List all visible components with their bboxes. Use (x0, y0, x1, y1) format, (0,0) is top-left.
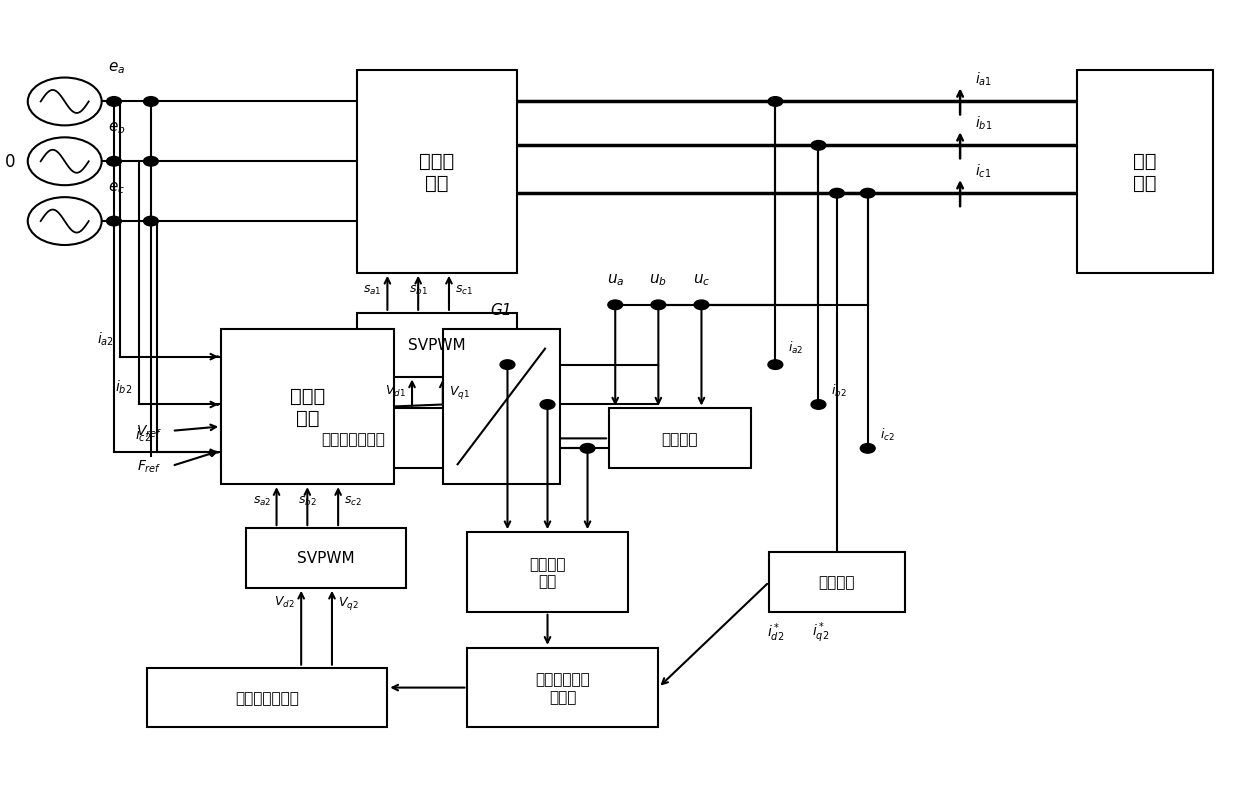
Circle shape (107, 98, 122, 107)
Bar (357, 71, 517, 273)
Bar (357, 314, 517, 377)
Text: 船舶
负荷: 船舶 负荷 (1133, 152, 1157, 192)
Circle shape (580, 444, 595, 454)
Text: $i_{b2}$: $i_{b2}$ (115, 378, 133, 395)
Circle shape (608, 301, 622, 310)
Circle shape (861, 444, 875, 454)
Text: SVPWM: SVPWM (408, 338, 465, 353)
Text: $s_{c2}$: $s_{c2}$ (343, 494, 362, 508)
Circle shape (861, 189, 875, 199)
Circle shape (830, 189, 844, 199)
Bar (221, 330, 393, 484)
Text: 从电源
模块: 从电源 模块 (290, 387, 325, 427)
Circle shape (811, 141, 826, 151)
Text: 电流内环调节器: 电流内环调节器 (236, 691, 299, 705)
Circle shape (651, 301, 666, 310)
Text: $e_c$: $e_c$ (108, 180, 125, 196)
Text: 恒压恒频控制器: 恒压恒频控制器 (321, 431, 386, 447)
Circle shape (500, 360, 515, 370)
Bar (148, 668, 387, 727)
Text: 电流检测: 电流检测 (818, 575, 856, 589)
Circle shape (694, 301, 709, 310)
Text: $s_{c1}$: $s_{c1}$ (455, 283, 472, 296)
Text: $u_c$: $u_c$ (693, 272, 711, 288)
Text: $i_{d2}^*$: $i_{d2}^*$ (766, 621, 784, 643)
Text: $e_a$: $e_a$ (108, 60, 125, 76)
Text: $V_{d2}$: $V_{d2}$ (274, 594, 295, 610)
Text: 电压检测: 电压检测 (662, 431, 698, 447)
Bar (467, 648, 658, 727)
Bar (467, 533, 627, 612)
Text: 电压电流
检测: 电压电流 检测 (529, 556, 565, 589)
Bar (221, 409, 486, 468)
Circle shape (768, 360, 782, 370)
Circle shape (768, 98, 782, 107)
Text: SVPWM: SVPWM (298, 551, 355, 565)
Text: 0: 0 (5, 153, 15, 171)
Circle shape (107, 157, 122, 167)
Text: $V_{ref}$: $V_{ref}$ (136, 423, 162, 439)
Bar (246, 529, 405, 588)
Text: $i_{a1}$: $i_{a1}$ (975, 71, 992, 88)
Circle shape (144, 157, 159, 167)
Text: G1: G1 (491, 302, 512, 318)
Text: $s_{b1}$: $s_{b1}$ (409, 283, 428, 296)
Text: $V_{d1}$: $V_{d1}$ (386, 383, 405, 399)
Bar (609, 409, 750, 468)
Bar (443, 330, 559, 484)
Text: 有功无功解耦
控制器: 有功无功解耦 控制器 (536, 671, 590, 704)
Text: $F_{ref}$: $F_{ref}$ (138, 458, 162, 475)
Text: 主电源
模块: 主电源 模块 (419, 152, 454, 192)
Text: $V_{q1}$: $V_{q1}$ (449, 383, 470, 400)
Text: $e_b$: $e_b$ (108, 120, 125, 136)
Bar (769, 553, 905, 612)
Text: $i_{b2}$: $i_{b2}$ (831, 383, 847, 399)
Text: $i_{a2}$: $i_{a2}$ (97, 330, 114, 347)
Circle shape (144, 98, 159, 107)
Text: $i_{b1}$: $i_{b1}$ (975, 115, 992, 132)
Text: $u_a$: $u_a$ (606, 272, 624, 288)
Text: $u_b$: $u_b$ (650, 272, 667, 288)
Circle shape (811, 400, 826, 410)
Text: $s_{a1}$: $s_{a1}$ (363, 283, 382, 296)
Circle shape (541, 400, 554, 410)
Text: $s_{b2}$: $s_{b2}$ (298, 494, 316, 508)
Text: $i_{c1}$: $i_{c1}$ (975, 162, 991, 180)
Bar (1078, 71, 1213, 273)
Text: $i_{q2}^*$: $i_{q2}^*$ (812, 620, 830, 644)
Text: $i_{c2}$: $i_{c2}$ (134, 426, 151, 444)
Text: $i_{c2}$: $i_{c2}$ (880, 427, 895, 443)
Text: $s_{a2}$: $s_{a2}$ (253, 494, 272, 508)
Text: $V_{q2}$: $V_{q2}$ (339, 594, 358, 611)
Circle shape (107, 217, 122, 227)
Circle shape (144, 217, 159, 227)
Text: $i_{a2}$: $i_{a2}$ (787, 339, 804, 355)
